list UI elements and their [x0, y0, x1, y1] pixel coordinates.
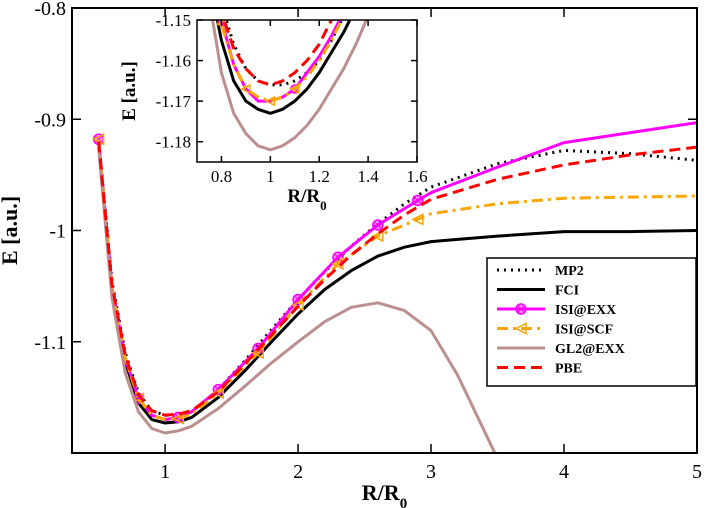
- inset-y-tick-label: -1.15: [156, 11, 191, 30]
- inset-x-axis-title-subscript: 0: [320, 198, 327, 213]
- chart-legend: MP2 FCI ISI@EXX ISI@SCF GL2@EXX PBE: [486, 257, 697, 387]
- legend-isi-scf-label: ISI@SCF: [555, 323, 613, 338]
- main-x-axis-title-subscript: 0: [400, 496, 408, 508]
- inset-x-tick-label: 1.2: [309, 167, 330, 186]
- inset-series-isi-scf-line: [219, 20, 344, 103]
- inset-x-tick-label: 0.8: [211, 167, 232, 186]
- main-x-tick-label: 2: [293, 461, 303, 483]
- legend-pbe-label: PBE: [555, 362, 582, 377]
- inset-series-isi-exx-marker-0-hatch-b: [218, 20, 223, 24]
- inset-x-tick-label: 1.6: [406, 167, 427, 186]
- main-series-isi-scf-marker-2: [171, 412, 185, 425]
- inset-series-fci-line: [215, 20, 352, 115]
- inset-frame: [196, 19, 418, 163]
- inset-series-group: [211, 20, 368, 152]
- main-series-isi-scf-marker-3: [211, 386, 225, 400]
- main-series-pbe-line: [97, 141, 697, 417]
- main-series-isi-scf-marker-8: [411, 213, 424, 226]
- legend-isi-scf-marker: [514, 322, 527, 335]
- main-series-fci-line: [97, 141, 697, 425]
- main-x-axis-title: R/R0: [362, 480, 407, 508]
- main-series-isi-exx-marker-8-hatch-b: [413, 196, 422, 205]
- main-x-tick-label: 3: [426, 461, 436, 483]
- main-x-tick-label: 5: [692, 461, 702, 483]
- main-y-axis-title: E [a.u.]: [0, 196, 22, 265]
- inset-chart: 0.8 1 1.2 1.4 1.6-1.18-1.17-1.16-1.15R/R0E […: [119, 11, 428, 213]
- legend-mp2-label: MP2: [555, 264, 584, 279]
- main-series-isi-exx-marker-5-hatch-b: [294, 295, 302, 304]
- main-series-gl2-exx-line: [97, 146, 497, 453]
- main-series-isi-exx-marker-7-hatch-b: [373, 221, 382, 229]
- main-series-isi-exx-marker-0-hatch-b: [94, 135, 103, 144]
- inset-x-tick-label: 1: [266, 167, 275, 186]
- main-y-tick-label: -1: [49, 221, 66, 243]
- inset-x-tick-label: 1.4: [357, 167, 379, 186]
- main-y-tick-label: -0.8: [34, 0, 66, 20]
- legend-isi-exx-marker-hatch-b: [517, 305, 525, 313]
- inset-y-tick-label: -1.16: [156, 52, 191, 71]
- legend-fci-label: FCI: [555, 284, 579, 299]
- main-y-tick-label: -0.9: [34, 109, 66, 131]
- inset-series-isi-scf-marker-1: [240, 83, 251, 95]
- inset-series-gl2-exx-line: [211, 20, 368, 152]
- main-series-mp2-line: [97, 139, 697, 417]
- inset-y-tick-label: -1.17: [156, 92, 192, 111]
- main-x-tick-label: 1: [160, 461, 170, 483]
- inset-y-tick-label: -1.18: [156, 133, 191, 152]
- legend-gl2-exx-label: GL2@EXX: [555, 342, 625, 357]
- inset-y-axis-title: E [a.u.]: [119, 61, 140, 121]
- main-series-isi-scf-marker-7: [371, 229, 384, 243]
- legend-isi-exx-label: ISI@EXX: [555, 303, 616, 318]
- main-series-isi-scf-line: [97, 139, 697, 422]
- main-x-tick-label: 4: [559, 461, 569, 483]
- main-series-group: [91, 121, 697, 453]
- main-series-isi-exx-marker-6-hatch-b: [334, 253, 342, 262]
- legend-box: [486, 257, 697, 387]
- inset-series-isi-scf-marker-3: [289, 83, 300, 95]
- main-y-tick-label: -1.1: [34, 332, 66, 354]
- inset-series-isi-scf-marker-2: [264, 95, 276, 107]
